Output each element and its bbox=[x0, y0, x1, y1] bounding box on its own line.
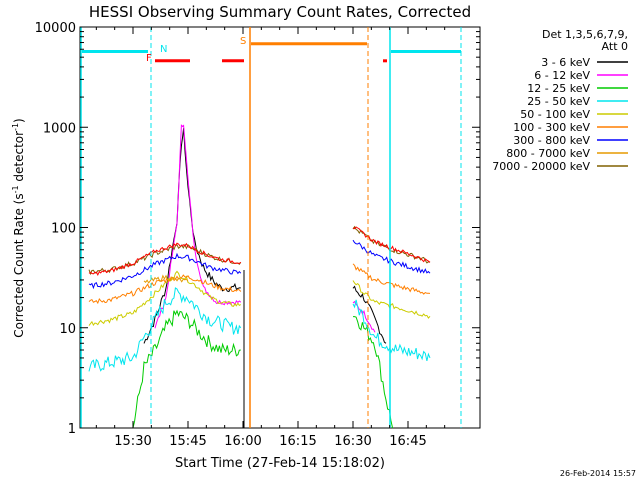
x-tick-label: 16:00 bbox=[224, 434, 261, 449]
series-line-8 bbox=[88, 243, 242, 276]
legend-label: 100 - 300 keV bbox=[513, 121, 590, 134]
series-line-4 bbox=[88, 270, 242, 326]
series-line-5-after bbox=[352, 263, 431, 295]
x-tick-label: 16:45 bbox=[389, 434, 426, 449]
series-line-8-after bbox=[352, 225, 431, 264]
series-line-0-after bbox=[352, 285, 387, 344]
legend-label: 25 - 50 keV bbox=[527, 95, 590, 108]
series-line-6-after bbox=[352, 239, 431, 274]
y-tick-label: 100 bbox=[51, 222, 76, 237]
chart-title: HESSI Observing Summary Count Rates, Cor… bbox=[89, 3, 471, 21]
legend-label: 50 - 100 keV bbox=[520, 108, 590, 121]
flag-letter-n: N bbox=[160, 44, 167, 55]
series-line-red-top-after bbox=[352, 226, 431, 263]
axis-ticks: 15:30 15:45 16:00 16:15 16:30 16:45 1 10 100 1000… bbox=[35, 21, 480, 449]
legend-label: 6 - 12 keV bbox=[534, 69, 590, 82]
y-axis-label-main: Corrected Count Rate (s bbox=[12, 193, 26, 337]
series-line-3 bbox=[88, 287, 242, 372]
series-line-4-after bbox=[352, 280, 431, 319]
flag-letter-f: F bbox=[146, 53, 152, 64]
chart-marks: NF S bbox=[80, 27, 462, 429]
legend-label: 300 - 800 keV bbox=[513, 134, 590, 147]
footer-timestamp: 26-Feb-2014 15:57 bbox=[560, 469, 636, 478]
legend-label: 800 - 7000 keV bbox=[506, 147, 590, 160]
legend-header-1: Det 1,3,5,6,7,9, bbox=[542, 28, 628, 41]
plot-frame bbox=[79, 26, 481, 429]
series-line-6 bbox=[88, 252, 242, 290]
y-axis-label-sup1: -1 bbox=[11, 185, 20, 193]
x-tick-label: 15:45 bbox=[169, 434, 206, 449]
legend-header-2: Att 0 bbox=[602, 40, 628, 53]
y-tick-label: 1 bbox=[68, 422, 76, 437]
legend-label: 12 - 25 keV bbox=[527, 82, 590, 95]
series-line-1 bbox=[154, 124, 242, 329]
y-axis-label-end: ) bbox=[12, 118, 26, 123]
y-axis-label: Corrected Count Rate (s-1 detector-1) bbox=[11, 118, 26, 337]
series-line-1-after bbox=[352, 300, 376, 333]
legend-label: 7000 - 20000 keV bbox=[492, 160, 590, 173]
x-axis-label: Start Time (27-Feb-14 15:18:02) bbox=[175, 456, 385, 471]
series-line-red-top bbox=[88, 242, 242, 277]
x-tick-label: 15:30 bbox=[114, 434, 151, 449]
y-axis-label-sup2: -1 bbox=[11, 123, 20, 131]
series-line-3-after bbox=[352, 299, 431, 362]
x-tick-label: 16:15 bbox=[279, 434, 316, 449]
series-line-5 bbox=[88, 274, 242, 305]
y-tick-label: 1000 bbox=[43, 121, 76, 136]
flag-letter-s: S bbox=[240, 36, 246, 47]
y-tick-label: 10000 bbox=[35, 21, 76, 36]
y-tick-label: 10 bbox=[59, 322, 76, 337]
series-line-2-after bbox=[353, 316, 394, 429]
x-tick-label: 16:30 bbox=[334, 434, 371, 449]
legend-label: 3 - 6 keV bbox=[541, 56, 590, 69]
series-line-2 bbox=[132, 309, 241, 429]
y-axis-label-mid: detector bbox=[12, 131, 26, 186]
